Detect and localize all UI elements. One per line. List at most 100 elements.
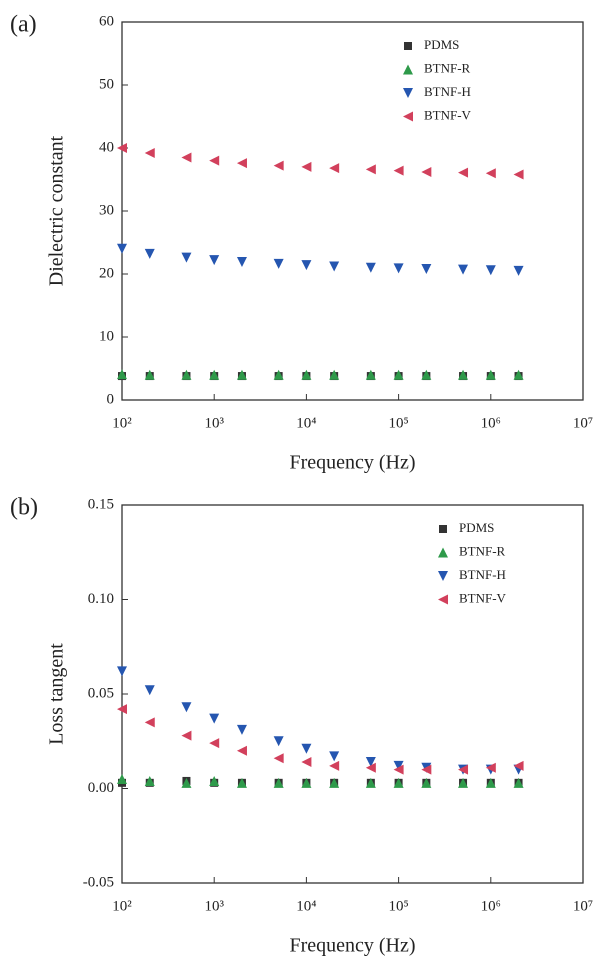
marker [236, 369, 247, 380]
marker [209, 738, 220, 749]
legend-label: BTNF-H [459, 567, 506, 582]
x-tick-label: 10⁴ [296, 898, 316, 914]
legend-label: BTNF-V [424, 107, 472, 122]
x-tick-label: 10⁷ [573, 898, 593, 914]
marker [421, 764, 432, 775]
legend-marker [439, 525, 447, 533]
x-tick-label: 10⁵ [388, 898, 408, 914]
marker [144, 148, 155, 159]
legend-marker [404, 42, 412, 50]
marker [144, 369, 155, 380]
marker [458, 764, 469, 775]
legend-label: PDMS [424, 37, 459, 52]
panel-label: (a) [10, 12, 37, 38]
marker [485, 168, 496, 179]
marker [329, 751, 340, 762]
legend-label: BTNF-R [424, 60, 471, 75]
marker [365, 262, 376, 273]
marker [117, 774, 127, 785]
x-tick-label: 10³ [204, 898, 224, 914]
marker [209, 255, 220, 266]
marker [273, 777, 284, 788]
marker [181, 152, 192, 163]
legend-label: PDMS [459, 520, 494, 535]
marker [117, 369, 127, 380]
marker [485, 369, 496, 380]
legend-marker [438, 594, 448, 605]
y-axis-label: Dielectric constant [46, 135, 68, 286]
marker [273, 258, 284, 269]
legend-marker [403, 111, 413, 122]
marker [513, 777, 524, 788]
marker [301, 369, 312, 380]
marker [301, 743, 312, 754]
marker [458, 264, 469, 275]
y-tick-label: 40 [99, 139, 114, 155]
marker [513, 369, 524, 380]
marker [421, 263, 432, 274]
marker [513, 265, 524, 276]
y-tick-label: 50 [99, 76, 114, 92]
marker [485, 762, 496, 773]
marker [301, 260, 312, 271]
plot-frame [121, 21, 584, 401]
x-axis-label: Frequency (Hz) [289, 452, 415, 474]
marker [513, 760, 524, 771]
marker [144, 775, 155, 786]
marker [181, 730, 192, 741]
marker [273, 160, 284, 171]
marker [236, 724, 247, 735]
marker [329, 369, 340, 380]
marker [144, 717, 155, 728]
marker [236, 257, 247, 268]
marker [209, 713, 220, 724]
marker [421, 369, 432, 380]
marker [458, 369, 469, 380]
legend-marker [403, 88, 413, 98]
marker [181, 702, 192, 713]
marker [144, 685, 155, 696]
y-tick-label: 0 [107, 391, 115, 407]
marker [329, 777, 340, 788]
marker [421, 166, 432, 177]
marker [365, 164, 376, 175]
marker [117, 243, 127, 254]
x-tick-label: 10⁶ [481, 898, 501, 914]
x-axis-label: Frequency (Hz) [289, 935, 415, 957]
marker [301, 757, 312, 768]
marker [421, 777, 432, 788]
x-tick-label: 10³ [204, 415, 224, 431]
marker [117, 666, 127, 677]
marker [209, 155, 220, 166]
marker [365, 757, 376, 768]
legend-marker [403, 64, 413, 75]
marker [485, 265, 496, 276]
marker [393, 263, 404, 274]
x-tick-label: 10⁵ [388, 415, 408, 431]
plot-frame [121, 504, 584, 884]
y-tick-label: 20 [99, 265, 114, 281]
marker [273, 369, 284, 380]
marker [458, 167, 469, 178]
legend-marker [438, 571, 448, 581]
x-tick-label: 10² [112, 415, 132, 431]
y-tick-label: 30 [99, 202, 114, 218]
marker [273, 736, 284, 747]
marker [365, 777, 376, 788]
marker [393, 764, 404, 775]
marker [329, 163, 340, 174]
marker [236, 745, 247, 756]
marker [117, 143, 127, 153]
x-tick-label: 10⁶ [481, 415, 501, 431]
y-tick-label: 0.10 [88, 591, 114, 607]
marker [117, 704, 127, 715]
marker [329, 261, 340, 272]
x-tick-label: 10⁷ [573, 415, 593, 431]
marker [209, 369, 220, 380]
marker [236, 777, 247, 788]
panel-label: (b) [10, 495, 38, 521]
marker [181, 777, 192, 788]
y-tick-label: 0.15 [88, 496, 114, 512]
